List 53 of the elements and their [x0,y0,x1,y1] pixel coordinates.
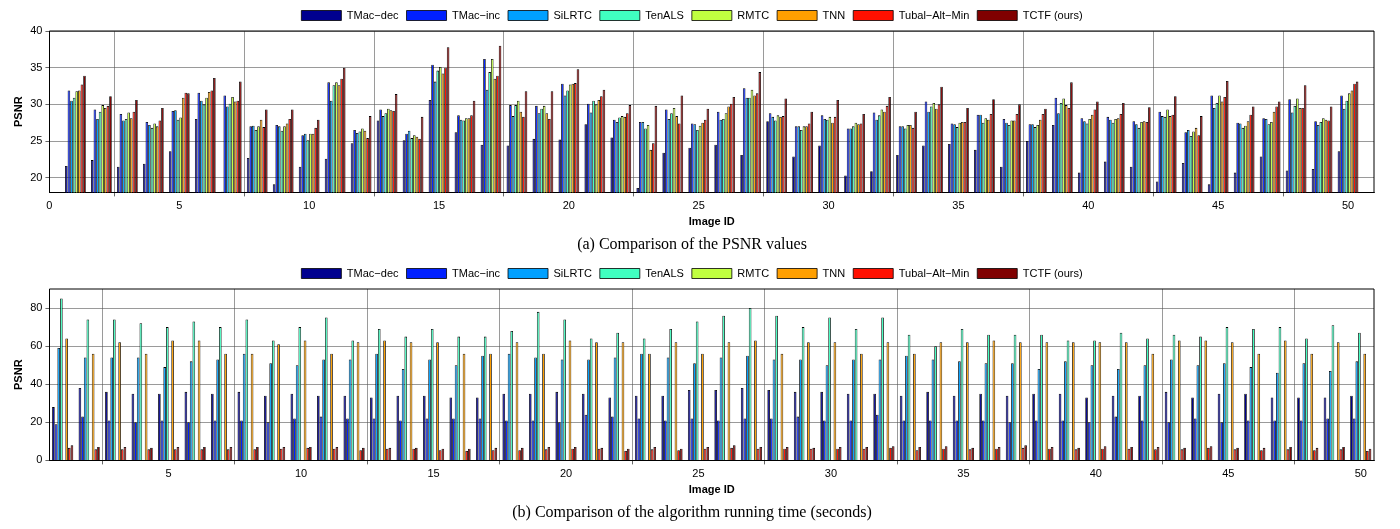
legend-label: TMac−inc [452,266,501,279]
y-axis-title: PSNR [11,96,24,127]
x-tick-label: 5 [165,467,172,480]
legend-label: RMTC [737,266,770,279]
legend-label: Tubal−Alt−Min [898,266,970,279]
y-tick-label: 0 [36,453,43,466]
y-tick-label: 80 [30,301,43,314]
y-tick-label: 30 [30,97,43,110]
x-tick-label: 35 [957,467,970,480]
x-axis-title: Image ID [688,483,735,496]
legend-label: SiLRTC [553,266,592,279]
legend-label: TMac−dec [346,266,400,279]
y-axis-title: PSNR [11,359,24,390]
x-tick-label: 0 [46,199,53,212]
x-tick-label: 10 [294,467,308,480]
x-tick-label: 50 [1354,467,1367,480]
x-tick-label: 20 [559,467,573,480]
x-tick-label: 40 [1089,467,1102,480]
y-tick-label: 40 [30,377,43,390]
y-tick-label: 60 [30,339,43,352]
legend-label: TenALS [645,266,684,279]
legend-label: TNN [822,8,846,21]
legend-label: TenALS [645,8,684,21]
x-tick-label: 15 [432,199,446,212]
y-tick-label: 20 [30,170,43,183]
y-tick-label: 25 [30,134,43,147]
text: (a) Comparison of the PSNR values [577,234,807,253]
text: (b) Comparison of the algorithm running time (seconds) [512,502,872,521]
legend-label: TMac−inc [452,8,501,21]
y-tick-label: 40 [30,24,43,37]
legend-label: TCTF (ours) [1022,8,1083,21]
legend-label: RMTC [737,8,770,21]
x-tick-label: 25 [692,467,705,480]
x-tick-label: 30 [824,467,838,480]
x-tick-label: 40 [1082,199,1095,212]
legend-label: TCTF (ours) [1022,266,1083,279]
x-tick-label: 50 [1341,199,1355,212]
x-tick-label: 5 [176,199,183,212]
x-axis-title: Image ID [688,215,735,228]
legend-label: TNN [822,266,846,279]
x-tick-label: 35 [952,199,965,212]
y-tick-label: 20 [30,415,43,428]
x-tick-label: 15 [427,467,440,480]
legend-label: TMac−dec [346,8,400,21]
x-tick-label: 20 [562,199,575,212]
x-tick-label: 25 [692,199,705,212]
legend-label: Tubal−Alt−Min [898,8,970,21]
x-tick-label: 45 [1212,199,1225,212]
x-tick-label: 45 [1222,467,1235,480]
x-tick-label: 10 [303,199,316,212]
x-tick-label: 30 [822,199,835,212]
y-tick-label: 35 [30,60,43,73]
legend-label: SiLRTC [553,8,592,21]
